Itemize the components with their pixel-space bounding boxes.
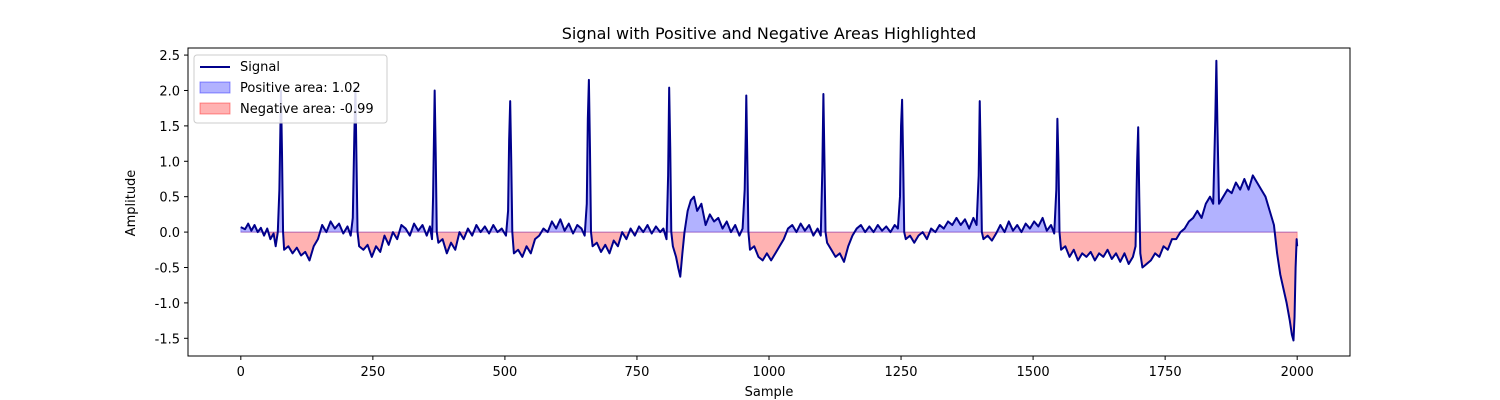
y-tick-label: -1.0 <box>155 297 180 312</box>
x-axis-ticks: 0 250 500 750 1000 1250 1500 1750 2000 <box>237 356 1314 380</box>
y-axis-label: Amplitude <box>124 170 139 237</box>
signal-line <box>240 59 1299 342</box>
x-tick-label: 1750 <box>1149 365 1182 380</box>
x-tick-label: 2000 <box>1281 365 1314 380</box>
y-tick-label: -0.5 <box>155 261 180 276</box>
y-tick-label: 1.5 <box>159 120 180 135</box>
y-tick-label: -1.5 <box>155 332 180 347</box>
x-tick-label: 250 <box>360 365 385 380</box>
y-axis-ticks: -1.5 -1.0 -0.5 0.0 0.5 1.0 1.5 2.0 2.5 <box>155 49 188 347</box>
legend-positive-label: Positive area: 1.02 <box>240 81 361 96</box>
x-tick-label: 0 <box>237 365 245 380</box>
chart-title: Signal with Positive and Negative Areas … <box>562 24 977 43</box>
legend-negative-label: Negative area: -0.99 <box>240 102 374 117</box>
y-tick-label: 0.5 <box>159 191 180 206</box>
x-axis-label: Sample <box>745 385 794 400</box>
y-tick-label: 0.0 <box>159 226 180 241</box>
legend-signal-label: Signal <box>240 60 280 75</box>
y-tick-label: 2.5 <box>159 49 180 64</box>
signal-line-layer <box>240 59 1299 342</box>
x-tick-label: 500 <box>492 365 517 380</box>
y-tick-label: 2.0 <box>159 84 180 99</box>
legend: Signal Positive area: 1.02 Negative area… <box>193 54 388 124</box>
x-tick-label: 1500 <box>1017 365 1050 380</box>
y-tick-label: 1.0 <box>159 155 180 170</box>
legend-positive-swatch <box>199 81 231 94</box>
x-tick-label: 750 <box>625 365 650 380</box>
legend-box <box>193 54 388 124</box>
x-tick-label: 1000 <box>752 365 785 380</box>
legend-negative-swatch <box>199 102 231 115</box>
x-tick-label: 1250 <box>884 365 917 380</box>
